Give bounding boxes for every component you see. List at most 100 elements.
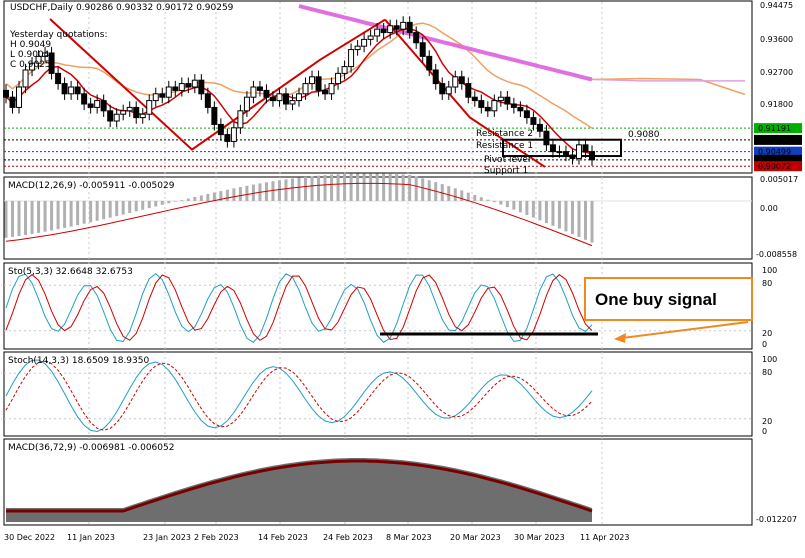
candle-body (159, 93, 166, 98)
candle-body (113, 113, 120, 122)
macd2-signal (6, 459, 593, 513)
price-header: USDCHF,Daily 0.90286 0.90332 0.90172 0.9… (10, 3, 234, 13)
price-tick-1: 0.94475 (760, 1, 793, 10)
macd-signal (5, 182, 593, 247)
candle-body (491, 100, 498, 112)
candle-body (413, 32, 420, 44)
macd2-upper (6, 442, 592, 508)
candle-body (263, 89, 270, 98)
candle-body (484, 106, 491, 112)
candle-body (328, 83, 335, 95)
candle-body (133, 106, 140, 119)
candle-body (29, 62, 36, 71)
candle-body (204, 93, 211, 108)
candle-body (361, 38, 368, 47)
candle-body (302, 83, 309, 95)
stoch-tick-80: 80 (762, 368, 772, 377)
candle-body (237, 110, 244, 129)
date-label-5: 24 Feb 2023 (323, 533, 373, 542)
candle-body (68, 86, 75, 95)
macd2-tick: -0.012207 (756, 515, 797, 524)
sto-lines (4, 272, 752, 343)
sto-main (5, 272, 593, 343)
macd-title: MACD(12,26,9) -0.005911 -0.005029 (8, 181, 175, 191)
candle-body (419, 42, 426, 57)
sto-tick-20: 20 (762, 329, 772, 338)
candle-body (35, 55, 42, 64)
candle-body (367, 35, 374, 40)
candle-body (42, 52, 49, 57)
candle-body (16, 86, 23, 108)
candle-body (61, 83, 68, 95)
candle-body (224, 134, 231, 142)
candle-body (569, 154, 576, 159)
stoch-main (5, 359, 593, 433)
macd2-area (6, 442, 593, 522)
stoch-tick-100: 100 (762, 355, 777, 364)
candle-body (94, 100, 101, 108)
candle-body (81, 93, 88, 105)
date-label-1: 11 Jan 2023 (67, 533, 115, 542)
vertical-grid (88, 2, 603, 525)
pivot-box (502, 138, 622, 158)
callout-text: One buy signal (595, 290, 717, 309)
sto-tick-100: 100 (762, 266, 777, 275)
candle-body (256, 86, 263, 91)
candle-body (269, 96, 276, 102)
stoch-panel[interactable] (3, 351, 753, 437)
stoch-tick-20: 20 (762, 417, 772, 426)
candle-body (191, 79, 198, 88)
candle-body (74, 86, 81, 95)
price-features (4, 4, 752, 168)
price-tick-3: 0.92700 (760, 68, 793, 77)
candle-body (374, 28, 381, 37)
candle-body (523, 110, 530, 119)
price-tag-bg-2 (754, 146, 802, 157)
macd-tick-zero: 0.00 (760, 204, 778, 213)
stoch-tick-0: 0 (762, 427, 767, 436)
candle-body (517, 106, 524, 112)
candle-body (452, 76, 459, 88)
candle-body (387, 25, 394, 34)
level-s1: Support 1 (484, 166, 528, 176)
candle-body (289, 100, 296, 105)
candle-body (543, 130, 550, 146)
date-label-0: 30 Dec 2022 (4, 533, 55, 542)
callout-arrow-line (621, 321, 749, 339)
candle-body (393, 25, 400, 30)
price-tag-4: 0.90072 (758, 162, 791, 171)
date-label-3: 2 Feb 2023 (194, 533, 239, 542)
candle-body (9, 96, 16, 108)
date-label-2: 23 Jan 2023 (143, 533, 191, 542)
candle-body (3, 89, 9, 98)
cloud-extension (591, 77, 746, 96)
slow-ma-line (298, 4, 593, 82)
sto-tick-0: 0 (762, 340, 767, 349)
date-axis: 30 Dec 2022 11 Jan 2023 23 Jan 2023 2 Feb 2… (4, 533, 629, 542)
yesterday-title: Yesterday quotations: (9, 30, 107, 40)
candle-body (354, 45, 361, 51)
sto-title: Sto(5,3,3) 32.6648 32.6753 (8, 267, 133, 277)
candle-body (48, 52, 55, 74)
price-tag-bg-3 (754, 154, 802, 165)
level-r2: Resistance 2 (476, 129, 533, 139)
stoch-lines (4, 359, 752, 433)
candle-body (198, 79, 205, 95)
candle-body (530, 117, 537, 125)
date-label-6: 8 Mar 2023 (386, 533, 432, 542)
candle-body (230, 127, 237, 142)
candle-body (107, 110, 114, 122)
candle-body (296, 93, 302, 102)
sto-signal (5, 274, 593, 341)
yesterday-high: H 0.9049 (10, 40, 51, 50)
price-tick-4: 0.91800 (760, 100, 793, 109)
candle-body (309, 76, 316, 85)
candle-body (282, 93, 289, 105)
candle-body (445, 86, 452, 95)
level-r1: Resistance 1 (476, 141, 533, 151)
candle-body (100, 100, 107, 112)
candle-body (426, 55, 433, 71)
candle-body (400, 21, 407, 30)
